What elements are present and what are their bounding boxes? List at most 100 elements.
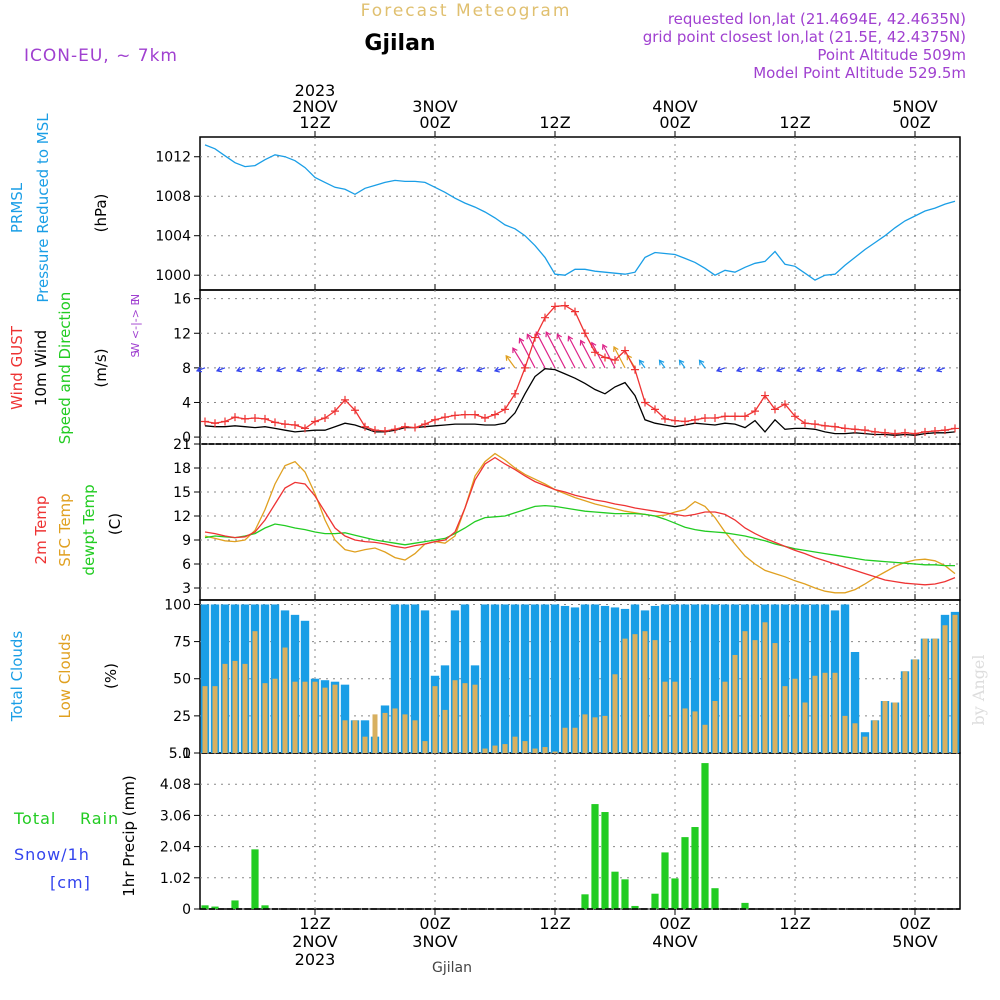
- gust-marker: [321, 414, 329, 423]
- y-tick-label: 16: [173, 292, 191, 308]
- low-cloud-bar: [662, 681, 668, 753]
- top-time-label: 2023: [295, 81, 336, 100]
- y-tick-label: 0: [182, 902, 191, 918]
- t2m-temp-line: [204, 456, 956, 586]
- y-tick-label: 0: [182, 430, 191, 446]
- temp-unit: (C): [106, 513, 124, 535]
- low-cloud-bar: [752, 640, 758, 753]
- low-cloud-bar: [482, 748, 488, 753]
- low-cloud-bar: [402, 714, 408, 753]
- wind-arrow-head: [835, 366, 843, 373]
- wind-arrow-head: [795, 366, 803, 373]
- total-cloud-bar: [560, 605, 570, 753]
- precip-bar: [591, 804, 599, 909]
- y-tick-label: 15: [173, 485, 191, 501]
- low-cloud-bar: [902, 671, 908, 753]
- low-cloud-bar: [802, 702, 808, 753]
- low-cloud-bar: [462, 683, 468, 753]
- wind-arrow-head: [545, 331, 551, 338]
- precip-legend-snow: Snow/1h: [14, 845, 90, 864]
- total-cloud-bar: [800, 604, 810, 753]
- cloud-bars: [200, 604, 960, 753]
- total-cloud-bar: [400, 604, 410, 753]
- y-tick-label: 100: [164, 597, 191, 613]
- gust-marker: [491, 410, 499, 419]
- low-cloud-bar: [212, 686, 218, 753]
- wind-direction-label: Speed and Direction: [56, 292, 74, 445]
- gust-marker: [341, 395, 349, 404]
- gust-marker: [941, 426, 949, 435]
- y-tick-label: 18: [173, 461, 191, 477]
- watermark: by Angel: [969, 654, 988, 725]
- bottom-time-label: 5NOV: [892, 932, 937, 951]
- low-cloud-bar: [832, 672, 838, 753]
- low-cloud-bar: [782, 686, 788, 753]
- panels: [194, 131, 961, 915]
- gust-marker: [521, 363, 529, 372]
- low-cloud-bar: [202, 686, 208, 753]
- model-point-altitude: Model Point Altitude 529.5m: [753, 64, 966, 82]
- y-tick-label: 4: [182, 395, 191, 411]
- low-cloud-bar: [262, 683, 268, 753]
- low-cloud-bar: [422, 741, 428, 753]
- wind-arrow: [756, 367, 766, 372]
- top-time-label: 12Z: [539, 113, 570, 132]
- y-tick-label: 12: [173, 509, 191, 525]
- low-cloud-bar: [532, 748, 538, 753]
- wind-unit: (m/s): [92, 348, 110, 387]
- low-cloud-bar: [542, 747, 548, 753]
- sfc-temp-line: [204, 452, 956, 594]
- low-cloud-bar: [822, 672, 828, 753]
- low-cloud-bar: [942, 625, 948, 753]
- low-cloud-bar: [842, 715, 848, 753]
- precip-bar: [611, 871, 619, 909]
- y-tick-label: 21: [173, 437, 191, 453]
- bottom-time-label: 2023: [295, 950, 336, 969]
- low-cloud-bar: [672, 681, 678, 753]
- point-altitude: Point Altitude 509m: [817, 46, 966, 64]
- total-cloud-bar: [340, 684, 350, 753]
- low-cloud-bar: [682, 708, 688, 753]
- wind-arrow-head: [715, 366, 723, 373]
- precip-bar: [261, 905, 269, 909]
- wind-arrow-head: [518, 337, 525, 344]
- y-tick-label: 1004: [155, 229, 191, 245]
- wind-arrow-head: [815, 366, 823, 373]
- total-cloud-bar: [490, 604, 500, 753]
- wind-arrow-head: [775, 366, 783, 373]
- subtitle-forecast-meteogram: Forecast Meteogram: [361, 1, 572, 21]
- y-tick-label: 50: [173, 672, 191, 688]
- total-cloud-bar: [390, 604, 400, 753]
- wind-arrow: [512, 347, 526, 369]
- gust-marker: [861, 426, 869, 435]
- total-cloud-bar: [670, 604, 680, 753]
- wind-arrow-head: [355, 366, 363, 373]
- top-time-label: 5NOV: [892, 97, 937, 116]
- gust-marker: [331, 407, 339, 416]
- low-cloud-bar: [272, 678, 278, 753]
- low-cloud-bar: [872, 720, 878, 753]
- pressure-panel: PRMSL Pressure Reduced to MSL (hPa): [8, 113, 956, 303]
- gust-marker: [791, 412, 799, 421]
- gust-marker: [201, 417, 209, 426]
- gust-marker: [421, 420, 429, 429]
- low-cloud-bar: [372, 714, 378, 753]
- wind-arrows: [195, 331, 946, 373]
- wind-arrow: [699, 360, 706, 369]
- low-cloud-bar: [292, 681, 298, 753]
- total-cloud-bar: [550, 604, 560, 753]
- top-time-label: 00Z: [419, 113, 450, 132]
- panel-frame: [199, 136, 961, 291]
- total-cloud-bar: [410, 604, 420, 753]
- precip-bar: [631, 905, 639, 909]
- y-tick-label: 4.08: [160, 777, 191, 793]
- y-tick-label: 1012: [155, 150, 191, 166]
- low-cloud-bar: [592, 717, 598, 753]
- low-cloud-bar: [352, 720, 358, 753]
- top-time-label: 2NOV: [292, 97, 337, 116]
- gust-marker: [551, 302, 559, 311]
- total-cloud-bar: [720, 604, 730, 753]
- gust-marker: [231, 413, 239, 422]
- total-cloud-bar: [530, 604, 540, 753]
